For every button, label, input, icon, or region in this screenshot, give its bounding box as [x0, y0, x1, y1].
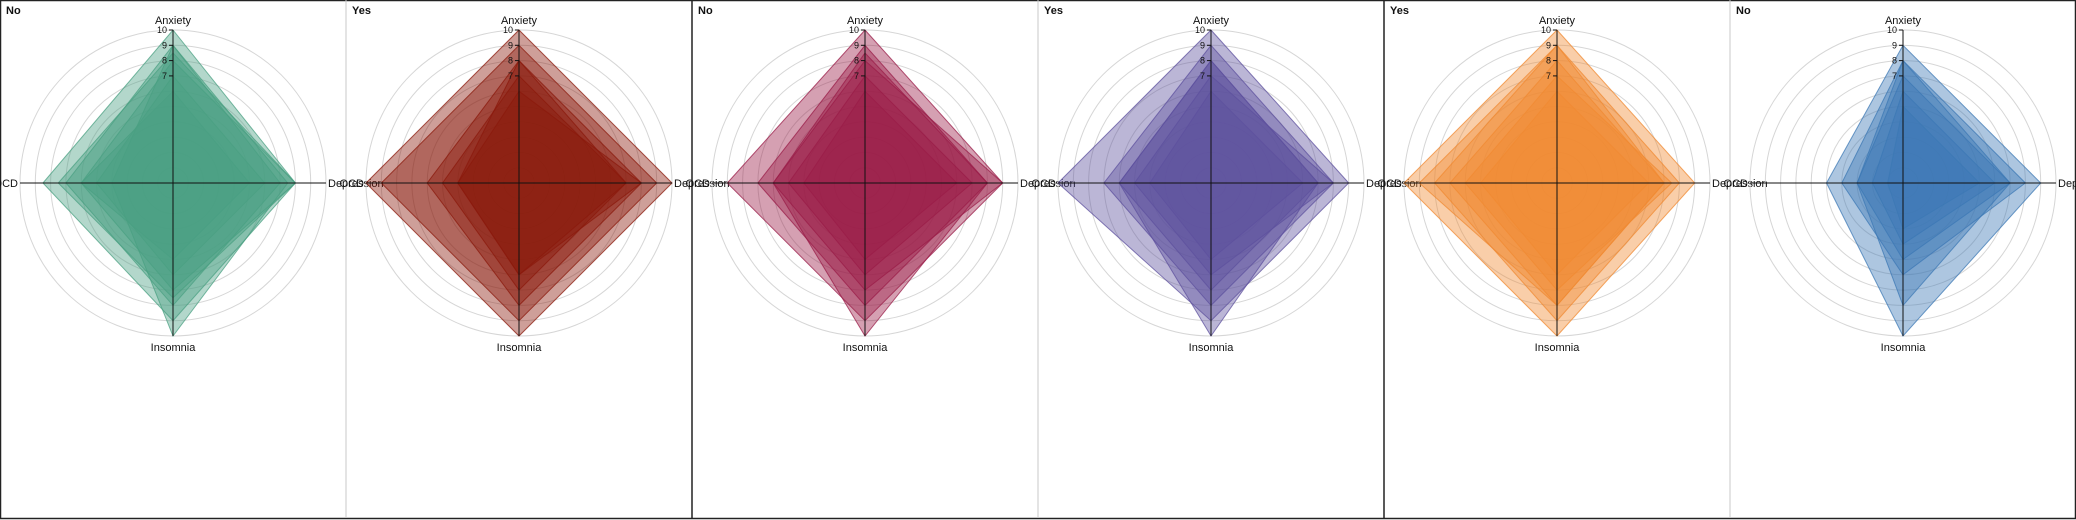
tick-label: 10	[849, 25, 859, 35]
tick-label: 7	[854, 71, 859, 81]
panel-title: No	[1736, 5, 1751, 17]
data-polygon	[1418, 44, 1665, 307]
data-polygon	[772, 52, 989, 337]
axis-label: Anxiety	[155, 15, 192, 27]
tick-label: 7	[508, 71, 513, 81]
panel-title: Yes	[1044, 5, 1063, 17]
tick-label: 7	[1892, 71, 1897, 81]
tick-label: 8	[162, 56, 167, 66]
tick-label: 9	[1892, 40, 1897, 50]
tick-label: 7	[1200, 71, 1205, 81]
axis-label: Insomnia	[1535, 342, 1581, 354]
panel-title: Yes	[1390, 5, 1409, 17]
panel-title: No	[698, 5, 713, 17]
axis-label: OCD	[1378, 178, 1403, 190]
tick-label: 8	[1892, 56, 1897, 66]
tick-label: 9	[1546, 40, 1551, 50]
axis-label: OCD	[686, 178, 711, 190]
axis-label: Anxiety	[847, 15, 884, 27]
axis-label: Insomnia	[151, 342, 197, 354]
tick-label: 10	[1195, 25, 1205, 35]
tick-label: 10	[1887, 25, 1897, 35]
axis-label: OCD	[340, 178, 365, 190]
axis-label: OCD	[1032, 178, 1057, 190]
panel-title: No	[6, 5, 21, 17]
tick-label: 8	[854, 56, 859, 66]
radar-panel-6: No 10 9 8 7 Anxiety Depression Insomnia OCD	[1724, 0, 2076, 518]
axis-label: Depression	[1712, 178, 1768, 190]
axis-label: Anxiety	[501, 15, 538, 27]
axis-label: OCD	[1724, 178, 1749, 190]
axis-label: Anxiety	[1885, 15, 1922, 27]
axis-label: Insomnia	[1189, 342, 1235, 354]
axis-label: Insomnia	[497, 342, 543, 354]
tick-label: 9	[854, 40, 859, 50]
tick-label: 7	[162, 71, 167, 81]
axis-label: Anxiety	[1539, 15, 1576, 27]
tick-label: 10	[503, 25, 513, 35]
axis-label: Depression	[674, 178, 730, 190]
tick-label: 10	[157, 25, 167, 35]
axis-label: Depression	[2058, 178, 2076, 190]
tick-label: 7	[1546, 71, 1551, 81]
radar-panel-5: Yes 10 9 8 7 Anxiety Depression Insomnia OCD	[1378, 0, 1768, 518]
tick-label: 10	[1541, 25, 1551, 35]
axis-label: Insomnia	[1881, 342, 1927, 354]
axis-label: Anxiety	[1193, 15, 1230, 27]
tick-label: 8	[1546, 56, 1551, 66]
tick-label: 8	[1200, 56, 1205, 66]
tick-label: 9	[1200, 40, 1205, 50]
panel-title: Yes	[352, 5, 371, 17]
radar-panel-2: Yes 10 9 8 7 Anxiety Depression Insomnia OCD	[340, 0, 730, 518]
axis-label: Insomnia	[843, 342, 889, 354]
tick-label: 9	[508, 40, 513, 50]
tick-label: 8	[508, 56, 513, 66]
axis-label: OCD	[0, 178, 18, 190]
tick-label: 9	[162, 40, 167, 50]
